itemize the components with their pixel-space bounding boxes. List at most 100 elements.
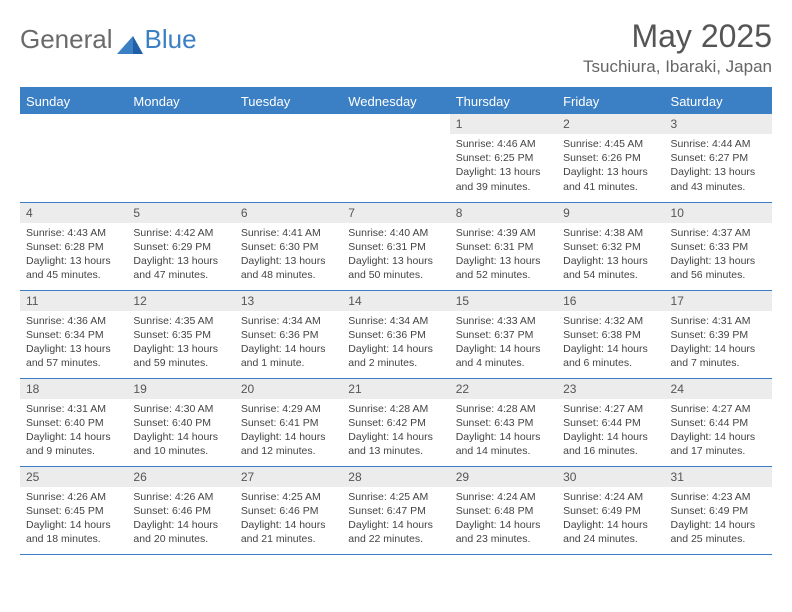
day-number: 30 [557,467,664,487]
day-number: 11 [20,291,127,311]
month-title: May 2025 [583,18,772,55]
day-details: Sunrise: 4:29 AMSunset: 6:41 PMDaylight:… [235,399,342,463]
calendar-cell: .. [20,114,127,202]
day-details: Sunrise: 4:30 AMSunset: 6:40 PMDaylight:… [127,399,234,463]
day-details: Sunrise: 4:37 AMSunset: 6:33 PMDaylight:… [665,223,772,287]
day-details: Sunrise: 4:46 AMSunset: 6:25 PMDaylight:… [450,134,557,198]
calendar-cell: 28Sunrise: 4:25 AMSunset: 6:47 PMDayligh… [342,466,449,554]
calendar-cell: 12Sunrise: 4:35 AMSunset: 6:35 PMDayligh… [127,290,234,378]
day-number: 22 [450,379,557,399]
calendar-cell: 29Sunrise: 4:24 AMSunset: 6:48 PMDayligh… [450,466,557,554]
calendar-cell: 20Sunrise: 4:29 AMSunset: 6:41 PMDayligh… [235,378,342,466]
day-number: 4 [20,203,127,223]
day-number: 5 [127,203,234,223]
calendar-cell: 1Sunrise: 4:46 AMSunset: 6:25 PMDaylight… [450,114,557,202]
day-details: Sunrise: 4:44 AMSunset: 6:27 PMDaylight:… [665,134,772,198]
calendar-table: SundayMondayTuesdayWednesdayThursdayFrid… [20,87,772,555]
weekday-header: Monday [127,88,234,114]
calendar-cell: 25Sunrise: 4:26 AMSunset: 6:45 PMDayligh… [20,466,127,554]
weekday-header: Wednesday [342,88,449,114]
day-details: Sunrise: 4:24 AMSunset: 6:49 PMDaylight:… [557,487,664,551]
day-number: 24 [665,379,772,399]
calendar-cell: 13Sunrise: 4:34 AMSunset: 6:36 PMDayligh… [235,290,342,378]
weekday-header: Friday [557,88,664,114]
brand-logo: General Blue [20,18,197,55]
location: Tsuchiura, Ibaraki, Japan [583,57,772,77]
day-details: Sunrise: 4:36 AMSunset: 6:34 PMDaylight:… [20,311,127,375]
calendar-row: 11Sunrise: 4:36 AMSunset: 6:34 PMDayligh… [20,290,772,378]
calendar-cell: 21Sunrise: 4:28 AMSunset: 6:42 PMDayligh… [342,378,449,466]
day-details: Sunrise: 4:45 AMSunset: 6:26 PMDaylight:… [557,134,664,198]
day-details: Sunrise: 4:26 AMSunset: 6:45 PMDaylight:… [20,487,127,551]
day-details: Sunrise: 4:27 AMSunset: 6:44 PMDaylight:… [557,399,664,463]
day-details: Sunrise: 4:25 AMSunset: 6:47 PMDaylight:… [342,487,449,551]
day-number: 13 [235,291,342,311]
day-number: 7 [342,203,449,223]
calendar-row: 18Sunrise: 4:31 AMSunset: 6:40 PMDayligh… [20,378,772,466]
weekday-header-row: SundayMondayTuesdayWednesdayThursdayFrid… [20,88,772,114]
day-number: 18 [20,379,127,399]
day-number: 15 [450,291,557,311]
calendar-cell: 16Sunrise: 4:32 AMSunset: 6:38 PMDayligh… [557,290,664,378]
calendar-cell: 31Sunrise: 4:23 AMSunset: 6:49 PMDayligh… [665,466,772,554]
calendar-cell: 10Sunrise: 4:37 AMSunset: 6:33 PMDayligh… [665,202,772,290]
calendar-cell: 22Sunrise: 4:28 AMSunset: 6:43 PMDayligh… [450,378,557,466]
brand-mark-icon [117,30,143,50]
day-details: Sunrise: 4:40 AMSunset: 6:31 PMDaylight:… [342,223,449,287]
brand-part1: General [20,24,113,55]
day-number: 14 [342,291,449,311]
day-number: 10 [665,203,772,223]
calendar-cell: 8Sunrise: 4:39 AMSunset: 6:31 PMDaylight… [450,202,557,290]
day-details: Sunrise: 4:23 AMSunset: 6:49 PMDaylight:… [665,487,772,551]
day-details: Sunrise: 4:26 AMSunset: 6:46 PMDaylight:… [127,487,234,551]
day-number: 25 [20,467,127,487]
day-number: 29 [450,467,557,487]
calendar-cell: 23Sunrise: 4:27 AMSunset: 6:44 PMDayligh… [557,378,664,466]
day-number: 20 [235,379,342,399]
day-details: Sunrise: 4:34 AMSunset: 6:36 PMDaylight:… [235,311,342,375]
calendar-cell: 18Sunrise: 4:31 AMSunset: 6:40 PMDayligh… [20,378,127,466]
day-number: 28 [342,467,449,487]
calendar-cell: .. [342,114,449,202]
day-details: Sunrise: 4:28 AMSunset: 6:43 PMDaylight:… [450,399,557,463]
calendar-cell: 17Sunrise: 4:31 AMSunset: 6:39 PMDayligh… [665,290,772,378]
calendar-cell: 2Sunrise: 4:45 AMSunset: 6:26 PMDaylight… [557,114,664,202]
day-details: Sunrise: 4:41 AMSunset: 6:30 PMDaylight:… [235,223,342,287]
day-number: 26 [127,467,234,487]
day-number: 8 [450,203,557,223]
calendar-cell: 19Sunrise: 4:30 AMSunset: 6:40 PMDayligh… [127,378,234,466]
calendar-body: ........1Sunrise: 4:46 AMSunset: 6:25 PM… [20,114,772,554]
day-details: Sunrise: 4:25 AMSunset: 6:46 PMDaylight:… [235,487,342,551]
day-number: 2 [557,114,664,134]
day-number: 6 [235,203,342,223]
day-number: 27 [235,467,342,487]
day-number: 12 [127,291,234,311]
day-details: Sunrise: 4:33 AMSunset: 6:37 PMDaylight:… [450,311,557,375]
calendar-cell: 24Sunrise: 4:27 AMSunset: 6:44 PMDayligh… [665,378,772,466]
calendar-cell: 7Sunrise: 4:40 AMSunset: 6:31 PMDaylight… [342,202,449,290]
calendar-cell: .. [235,114,342,202]
weekday-header: Saturday [665,88,772,114]
day-number: 16 [557,291,664,311]
day-details: Sunrise: 4:28 AMSunset: 6:42 PMDaylight:… [342,399,449,463]
day-details: Sunrise: 4:27 AMSunset: 6:44 PMDaylight:… [665,399,772,463]
weekday-header: Thursday [450,88,557,114]
day-details: Sunrise: 4:31 AMSunset: 6:40 PMDaylight:… [20,399,127,463]
calendar-row: 4Sunrise: 4:43 AMSunset: 6:28 PMDaylight… [20,202,772,290]
calendar-cell: 5Sunrise: 4:42 AMSunset: 6:29 PMDaylight… [127,202,234,290]
calendar-row: ........1Sunrise: 4:46 AMSunset: 6:25 PM… [20,114,772,202]
day-details: Sunrise: 4:38 AMSunset: 6:32 PMDaylight:… [557,223,664,287]
title-block: May 2025 Tsuchiura, Ibaraki, Japan [583,18,772,77]
calendar-cell: 27Sunrise: 4:25 AMSunset: 6:46 PMDayligh… [235,466,342,554]
day-number: 21 [342,379,449,399]
day-details: Sunrise: 4:39 AMSunset: 6:31 PMDaylight:… [450,223,557,287]
calendar-cell: 15Sunrise: 4:33 AMSunset: 6:37 PMDayligh… [450,290,557,378]
day-details: Sunrise: 4:32 AMSunset: 6:38 PMDaylight:… [557,311,664,375]
day-number: 1 [450,114,557,134]
calendar-cell: 9Sunrise: 4:38 AMSunset: 6:32 PMDaylight… [557,202,664,290]
weekday-header: Tuesday [235,88,342,114]
calendar-cell: 4Sunrise: 4:43 AMSunset: 6:28 PMDaylight… [20,202,127,290]
calendar-cell: 14Sunrise: 4:34 AMSunset: 6:36 PMDayligh… [342,290,449,378]
calendar-cell: .. [127,114,234,202]
calendar-cell: 11Sunrise: 4:36 AMSunset: 6:34 PMDayligh… [20,290,127,378]
